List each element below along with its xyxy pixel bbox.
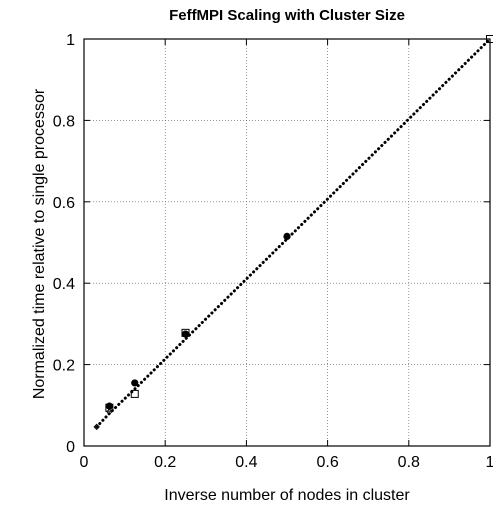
fit-line <box>95 37 492 429</box>
x-tick-label: 0.8 <box>398 454 420 471</box>
plot-frame <box>83 38 491 447</box>
axis-ticks: 0 0.2 0.4 0.6 0.8 1 0 0.2 0.4 0.6 0.8 1 <box>53 32 493 471</box>
y-tick-label: 0.4 <box>53 276 75 293</box>
data-markers <box>93 35 493 431</box>
data-point-diamond <box>106 408 113 416</box>
grid <box>84 39 490 446</box>
data-point-circle <box>131 379 139 387</box>
fit-lines <box>95 37 492 429</box>
y-axis-label: Normalized time relative to single proce… <box>31 88 48 399</box>
data-point-square <box>105 403 114 412</box>
y-tick-label: 0.2 <box>53 358 75 375</box>
y-tick-label: 0.6 <box>53 195 75 212</box>
x-tick-label: 0.4 <box>235 454 257 471</box>
data-point-circle <box>283 232 291 240</box>
y-tick-label: 0 <box>66 439 75 456</box>
y-tick-label: 1 <box>66 32 75 49</box>
data-point-square <box>130 389 139 398</box>
x-tick-label: 1 <box>486 454 493 471</box>
data-point-square <box>181 328 190 337</box>
y-tick-label: 0.8 <box>53 113 75 130</box>
x-tick-label: 0.6 <box>316 454 338 471</box>
data-point-diamond <box>93 423 100 431</box>
data-point-square <box>486 35 493 43</box>
x-tick-label: 0 <box>80 454 89 471</box>
chart-title: FeffMPI Scaling with Cluster Size <box>169 7 405 24</box>
x-tick-label: 0.2 <box>154 454 176 471</box>
x-axis-label: Inverse number of nodes in cluster <box>164 487 410 504</box>
